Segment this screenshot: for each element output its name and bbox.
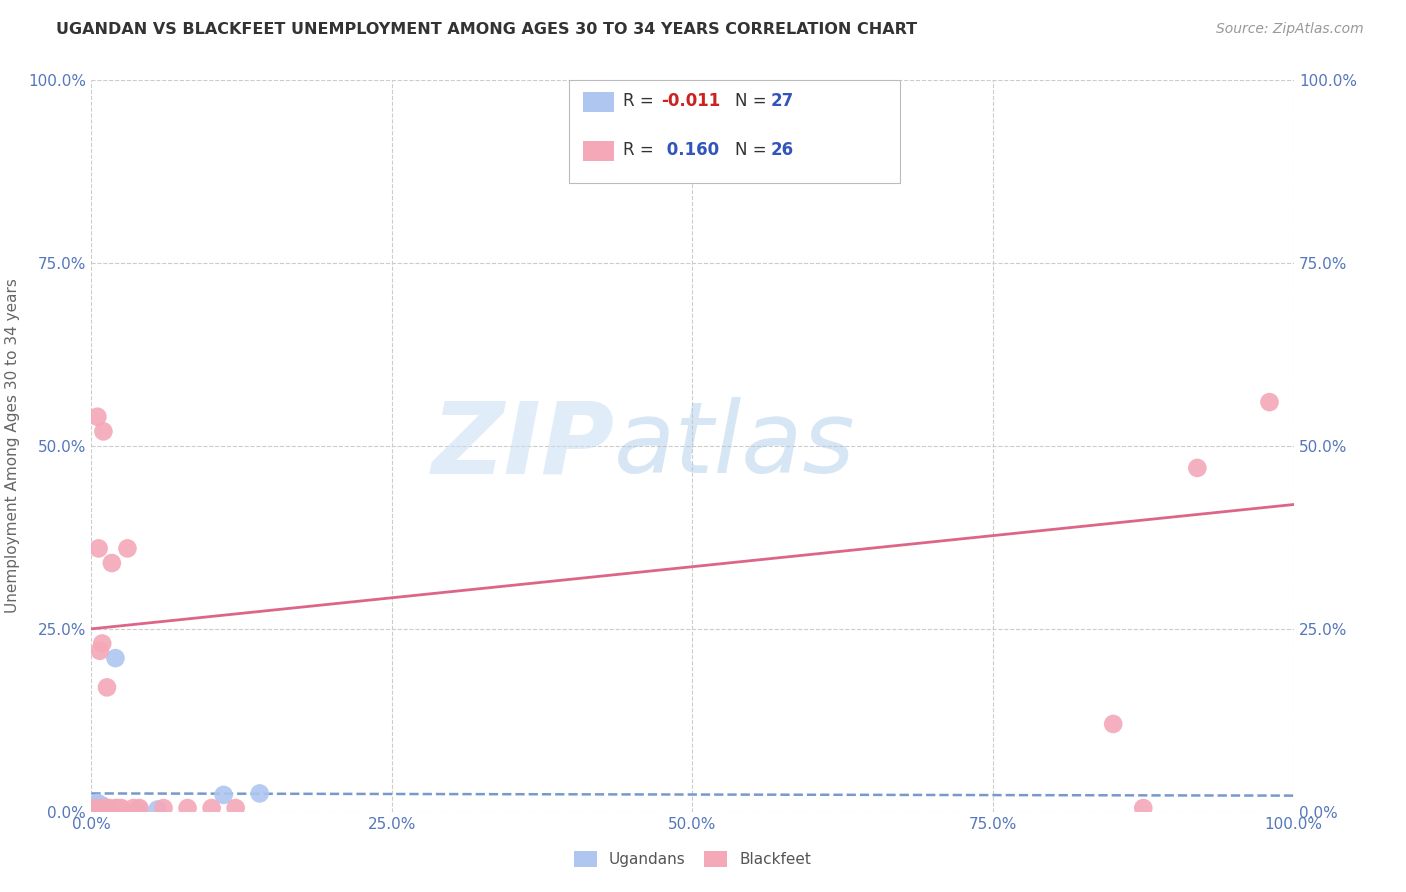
Text: atlas: atlas (614, 398, 856, 494)
Point (1258, 395, 1281, 409)
Point (89, 803, 111, 817)
Text: ZIP: ZIP (432, 398, 614, 494)
Point (201, 801, 224, 815)
Point (94, 803, 117, 817)
Point (83, 803, 105, 817)
Point (107, 801, 129, 815)
Text: 0.160: 0.160 (661, 141, 718, 159)
Point (110, 801, 132, 815)
Point (94, 801, 117, 815)
Point (87, 797, 110, 812)
Point (86, 800, 108, 814)
Point (84, 803, 107, 817)
Point (90, 801, 112, 815)
Point (89, 644, 111, 658)
Point (98, 801, 121, 815)
Text: Source: ZipAtlas.com: Source: ZipAtlas.com (1216, 22, 1364, 37)
Point (86, 796, 108, 810)
Y-axis label: Unemployment Among Ages 30 to 34 years: Unemployment Among Ages 30 to 34 years (4, 278, 20, 614)
Point (90, 798, 112, 813)
Point (117, 541, 139, 556)
Point (86, 803, 108, 817)
Point (1102, 717, 1125, 731)
Point (91, 798, 114, 813)
Point (93, 801, 115, 815)
Point (90, 801, 112, 815)
Point (84, 801, 107, 815)
Point (84, 798, 107, 813)
Point (91, 802, 114, 816)
Point (96, 681, 118, 695)
Point (84, 797, 107, 812)
Point (93, 803, 115, 817)
Text: 26: 26 (770, 141, 793, 159)
Point (152, 801, 174, 815)
Point (104, 651, 127, 665)
Point (93, 799, 115, 814)
Point (93, 801, 115, 815)
Point (87, 541, 110, 556)
Legend: Ugandans, Blackfeet: Ugandans, Blackfeet (568, 845, 817, 873)
Text: N =: N = (735, 141, 772, 159)
Point (128, 801, 150, 815)
Point (212, 788, 235, 802)
Point (93, 425, 115, 439)
Point (122, 801, 145, 815)
Point (1187, 461, 1209, 475)
Point (1132, 801, 1154, 815)
Text: N =: N = (735, 92, 772, 110)
Point (225, 801, 247, 815)
Point (249, 787, 271, 801)
Point (86, 409, 108, 424)
Point (87, 802, 110, 816)
Text: R =: R = (623, 92, 659, 110)
Point (89, 799, 111, 814)
Point (98, 803, 121, 817)
Point (104, 801, 127, 815)
Point (101, 556, 124, 570)
Text: UGANDAN VS BLACKFEET UNEMPLOYMENT AMONG AGES 30 TO 34 YEARS CORRELATION CHART: UGANDAN VS BLACKFEET UNEMPLOYMENT AMONG … (56, 22, 917, 37)
Point (146, 803, 169, 817)
Point (84, 801, 107, 815)
Text: -0.011: -0.011 (661, 92, 720, 110)
Point (128, 803, 150, 817)
Point (91, 636, 114, 650)
Text: 27: 27 (770, 92, 794, 110)
Point (96, 802, 118, 816)
Text: R =: R = (623, 141, 659, 159)
Point (176, 801, 198, 815)
